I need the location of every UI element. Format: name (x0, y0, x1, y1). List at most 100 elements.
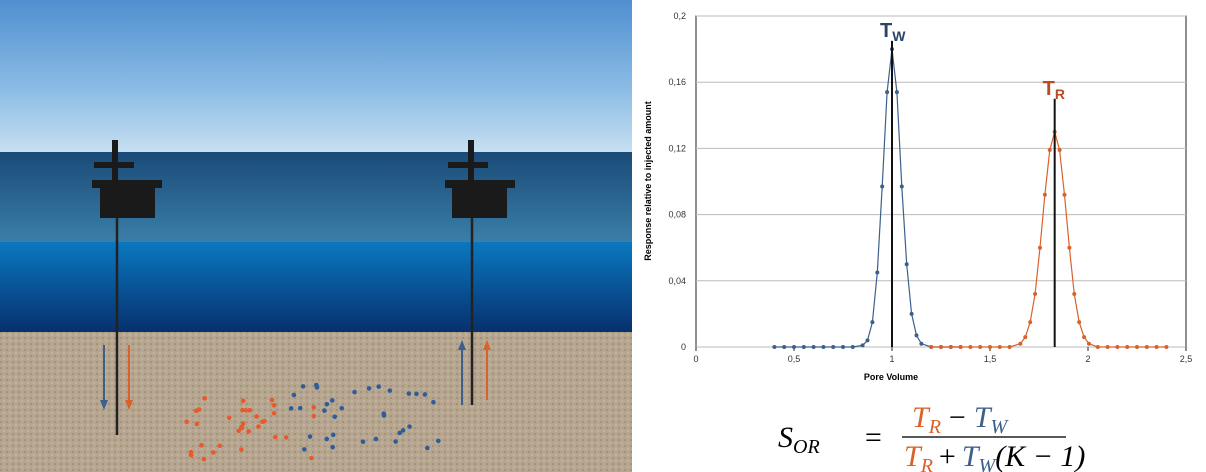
tracer-dot (393, 439, 398, 444)
tracer-dot (311, 414, 316, 419)
tracer-dot (197, 407, 202, 412)
data-point (1072, 292, 1076, 296)
tracer-dot (301, 384, 306, 389)
x-tick-label: 2 (1085, 354, 1090, 364)
data-point (1062, 193, 1066, 197)
data-point (1033, 292, 1037, 296)
data-point (1043, 193, 1047, 197)
formula: SOR = TR−TW TR+TW(K − 1) (778, 401, 1085, 472)
formula-eq: = (863, 421, 883, 454)
x-tick-label: 0 (693, 354, 698, 364)
data-point (1082, 335, 1086, 339)
tracer-dot (423, 392, 428, 397)
tracer-dot (292, 393, 297, 398)
tracer-dot (339, 406, 344, 411)
tracer-dot (241, 421, 246, 426)
subscript: R (920, 455, 933, 472)
annotation-text: T (880, 20, 892, 42)
data-point (998, 345, 1002, 349)
data-point (1067, 246, 1071, 250)
data-point (812, 345, 816, 349)
tracer-dot (361, 439, 366, 444)
tracer-dot (322, 408, 327, 413)
tracer-dot (330, 445, 335, 450)
y-axis-title: Response relative to injected amount (643, 101, 653, 261)
tracer-dot (272, 411, 277, 416)
sky (0, 0, 632, 152)
tracer-dot (199, 443, 204, 448)
data-point (1023, 335, 1027, 339)
subscript: OR (793, 436, 820, 458)
y-tick-label: 0,12 (668, 143, 686, 153)
data-point (959, 345, 963, 349)
data-point (851, 345, 855, 349)
annotation-sub: R (1055, 86, 1065, 102)
tracer-dot (401, 428, 406, 433)
data-point (821, 345, 825, 349)
chart: 00,040,080,120,160,200,511,522,5TWTR (668, 11, 1192, 364)
data-point (802, 345, 806, 349)
data-point (1115, 345, 1119, 349)
x-tick-label: 0,5 (788, 354, 801, 364)
tracer-dot (284, 435, 289, 440)
series-line (774, 49, 960, 347)
data-point (861, 343, 865, 347)
tracer-dot (189, 453, 194, 458)
data-point (1106, 345, 1110, 349)
tracer-dot (298, 406, 303, 411)
tracer-dot (289, 406, 294, 411)
term: (K − 1) (995, 440, 1085, 472)
x-tick-label: 1,5 (984, 354, 997, 364)
deep-water (0, 242, 632, 332)
x-tick-label: 2,5 (1180, 354, 1193, 364)
tracer-dot (414, 392, 419, 397)
tracer-dot (262, 419, 267, 424)
y-tick-label: 0,04 (668, 276, 686, 286)
data-point (949, 345, 953, 349)
tracer-dot (239, 447, 244, 452)
data-point (880, 184, 884, 188)
data-point (910, 312, 914, 316)
tracer-dot (308, 434, 313, 439)
illustration (0, 0, 632, 472)
data-point (866, 338, 870, 342)
data-point (782, 345, 786, 349)
tracer-dot (352, 390, 357, 395)
data-point (900, 184, 904, 188)
sediment (0, 332, 632, 472)
data-point (1018, 342, 1022, 346)
tracer-dot (311, 405, 316, 410)
data-point (1028, 320, 1032, 324)
data-point (1087, 342, 1091, 346)
series-line (931, 132, 1166, 347)
tracer-dot (324, 437, 329, 442)
data-point (978, 345, 982, 349)
annotation-sub: W (892, 28, 906, 44)
tracer-dot (273, 435, 278, 440)
tracer-dot (407, 424, 412, 429)
data-point (1058, 148, 1062, 152)
data-point (929, 345, 933, 349)
data-point (1164, 345, 1168, 349)
page: Pore Volume Response relative to injecte… (0, 0, 1206, 472)
tracer-dot (202, 457, 207, 462)
data-point (1125, 345, 1129, 349)
tracer-dot (309, 456, 314, 461)
formula-lhs: SOR (778, 421, 820, 458)
tracer-dot (195, 422, 200, 427)
data-point (968, 345, 972, 349)
x-tick-label: 1 (889, 354, 894, 364)
y-tick-label: 0,16 (668, 77, 686, 87)
data-point (1145, 345, 1149, 349)
tracer-dot (376, 384, 381, 389)
tracer-dot (184, 419, 189, 424)
y-tick-label: 0,2 (673, 11, 686, 21)
annotation: TW (880, 20, 906, 44)
formula-denominator: TR+TW(K − 1) (904, 440, 1085, 472)
tracer-dot (407, 391, 412, 396)
y-tick-label: 0,08 (668, 210, 686, 220)
symbol: S (778, 421, 793, 454)
data-point (988, 345, 992, 349)
data-point (915, 333, 919, 337)
data-point (831, 345, 835, 349)
